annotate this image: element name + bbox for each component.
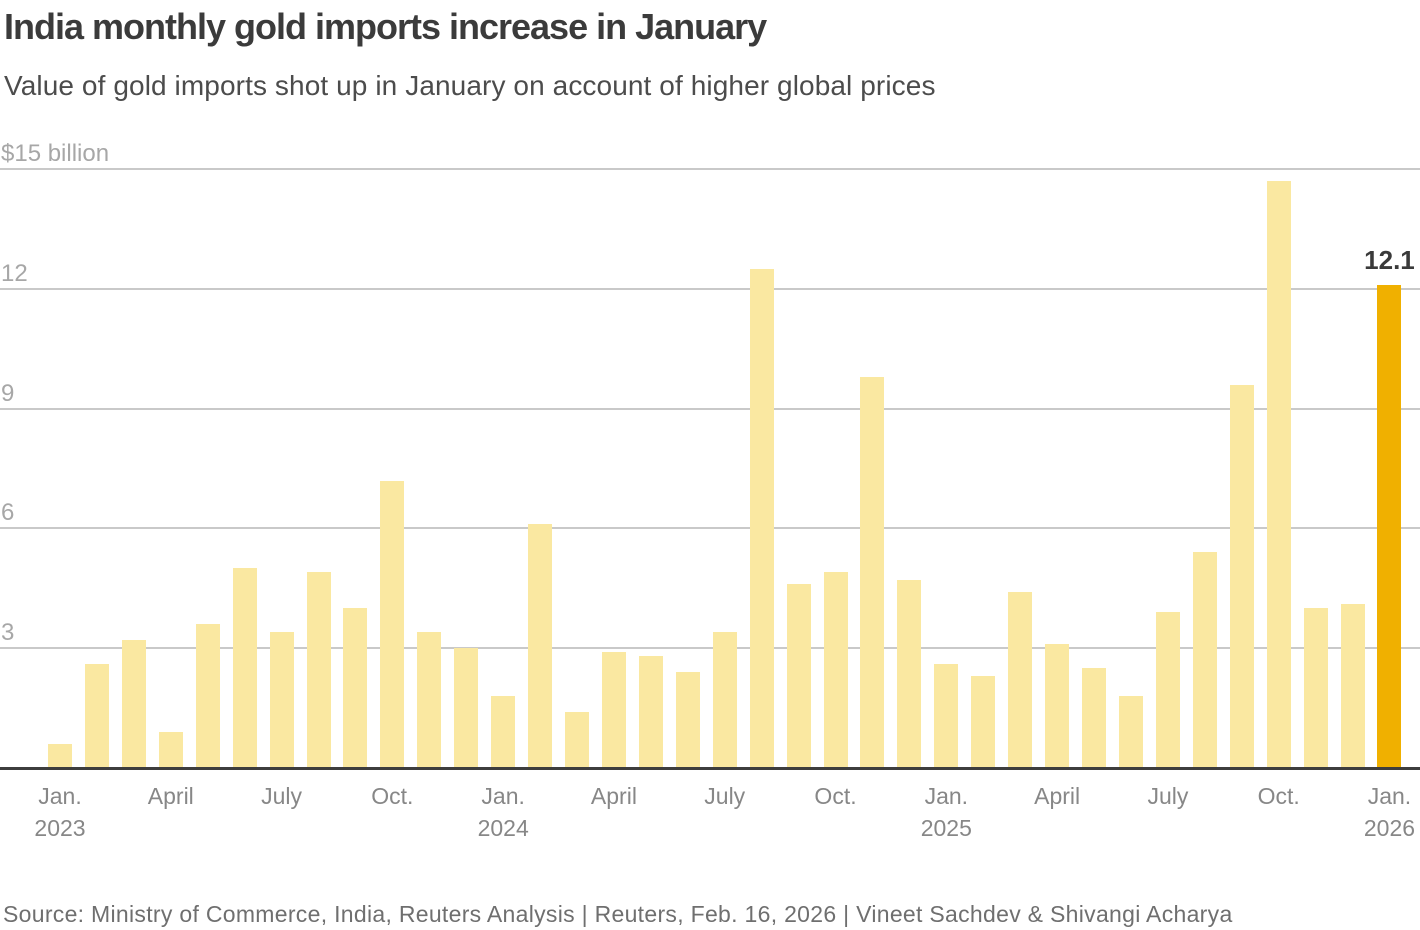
bar [565,712,590,768]
bar [380,480,405,768]
bar [232,568,257,768]
bar [491,696,516,768]
y-axis-label: 3 [1,619,15,647]
bar [1155,612,1180,768]
y-axis-label: 6 [1,499,15,527]
bar [84,664,109,768]
bar [601,652,626,768]
x-axis-line [0,767,1420,770]
bar [934,664,959,768]
x-axis-label-month: April [590,783,637,809]
bar [1229,384,1254,768]
bar [306,572,331,768]
x-axis-label-month: July [704,783,746,809]
bar [195,624,220,768]
y-axis-label: 12 [1,259,28,287]
x-axis-label-month: Oct. [814,783,857,809]
gridline [0,647,1420,650]
x-axis-label-month: Oct. [1257,783,1300,809]
bar [269,632,294,768]
bar [1008,592,1033,768]
bar [675,672,700,768]
bar [1340,604,1365,768]
bar [638,656,663,768]
bar [1045,644,1070,768]
x-axis-label-month: Jan. [1367,783,1412,809]
x-axis-label-month: Jan. [924,783,969,809]
y-axis-label: 9 [1,379,15,407]
gridline [0,407,1420,410]
x-axis-label-year: 2026 [1363,815,1416,841]
chart-title: India monthly gold imports increase in J… [4,6,767,47]
source-line: Source: Ministry of Commerce, India, Reu… [3,901,1233,927]
bar [343,608,368,768]
bar [158,732,183,768]
gridline [0,168,1420,171]
bar [1266,181,1291,768]
x-axis-label-month: July [261,783,303,809]
bar [786,584,811,768]
gridline [0,287,1420,290]
bar [121,640,146,768]
chart-subtitle: Value of gold imports shot up in January… [4,70,936,101]
x-axis-label-month: April [1034,783,1081,809]
bar [454,648,479,768]
bar [1082,668,1107,768]
x-axis-label-year: 2024 [477,815,529,841]
x-axis-label-month: Jan. [481,783,525,809]
bar [48,744,72,768]
bar [1303,608,1328,768]
x-axis-label-year: 2023 [34,815,86,841]
bar [528,524,553,768]
gridline [0,527,1420,530]
bar [417,632,442,768]
bar [971,676,996,768]
x-axis-label-year: 2025 [920,815,972,841]
x-axis-label-month: Jan. [38,783,82,809]
x-axis-label-month: Oct. [371,783,414,809]
bar [1192,552,1217,768]
bar-highlighted [1377,284,1402,768]
highlight-value-label: 12.1 [1364,244,1415,275]
y-axis-label: $15 billion [1,140,110,168]
bar [749,268,774,768]
bar [860,376,885,768]
bar [1118,696,1143,768]
x-axis-label-month: July [1147,783,1189,809]
x-axis-label-month: April [147,783,194,809]
bar [897,580,922,768]
bar [823,572,848,768]
bar [712,632,737,768]
